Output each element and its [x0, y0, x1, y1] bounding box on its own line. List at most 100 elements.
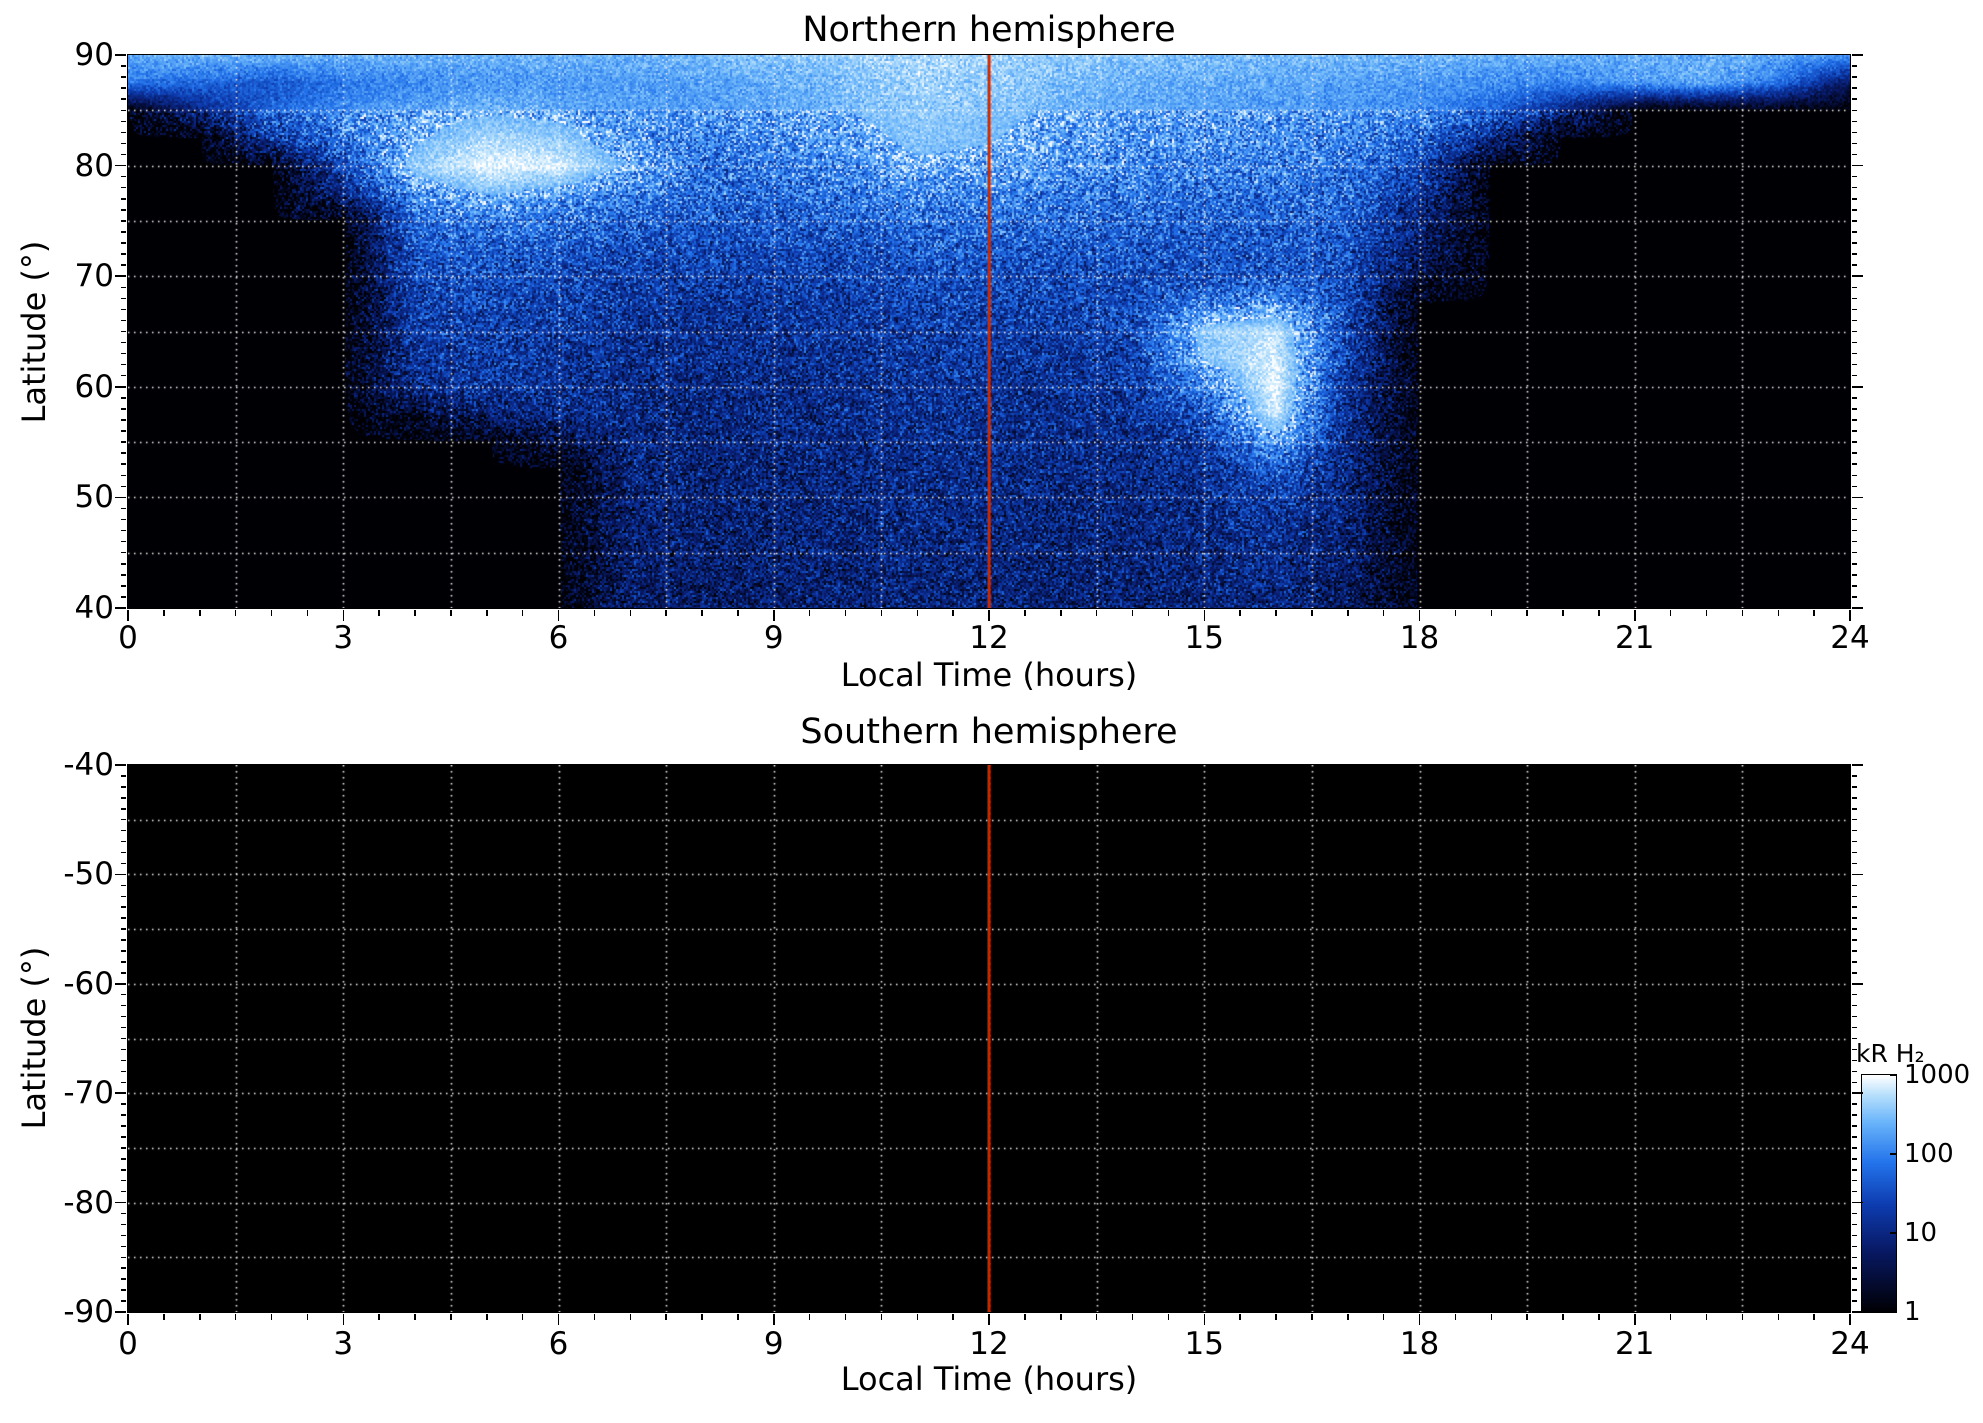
- y-tick-label: 60: [74, 368, 114, 405]
- x-axis-tick: [1634, 1314, 1636, 1325]
- x-axis-tick: [988, 610, 990, 621]
- y-axis-tick: [1852, 1048, 1857, 1051]
- y-axis-tick: [1852, 131, 1857, 134]
- x-tick-label: 9: [763, 1326, 784, 1362]
- x-axis-tick: [414, 610, 416, 616]
- y-axis-tick: [1852, 1081, 1857, 1083]
- y-axis-tick: [121, 485, 126, 488]
- x-tick-label: 0: [118, 1326, 138, 1362]
- y-axis-tick: [121, 109, 126, 112]
- south-panel-title: Southern hemisphere: [800, 712, 1178, 752]
- x-tick-label: 18: [1399, 1326, 1440, 1362]
- y-axis-tick: [115, 386, 126, 388]
- y-axis-tick: [121, 950, 126, 952]
- y-axis-tick: [115, 1201, 126, 1204]
- y-axis-tick: [121, 186, 126, 189]
- y-axis-tick: [121, 65, 126, 67]
- y-axis-tick: [121, 1212, 126, 1215]
- x-tick-label: 12: [969, 1326, 1009, 1362]
- y-axis-tick: [121, 419, 126, 421]
- y-axis-tick: [1852, 1245, 1857, 1248]
- y-tick-label: -60: [63, 965, 114, 1002]
- y-axis-tick: [1852, 286, 1857, 288]
- x-axis-tick: [1669, 610, 1672, 616]
- y-axis-tick: [121, 253, 126, 255]
- x-axis-tick: [1311, 1314, 1313, 1320]
- y-axis-tick: [121, 1190, 126, 1193]
- y-axis-tick: [1852, 862, 1857, 865]
- x-axis-tick: [1418, 1314, 1421, 1325]
- y-axis-tick: [121, 1158, 126, 1160]
- y-axis-tick: [121, 1267, 126, 1269]
- x-axis-tick: [1705, 1314, 1708, 1320]
- y-axis-tick: [121, 993, 126, 996]
- y-axis-tick: [121, 1245, 126, 1248]
- y-axis-tick: [121, 98, 126, 100]
- x-axis-tick: [1705, 610, 1708, 616]
- y-axis-tick: [1852, 76, 1857, 78]
- y-tick-label: 90: [74, 37, 114, 73]
- x-axis-tick: [773, 1314, 775, 1325]
- y-axis-tick: [1852, 1278, 1857, 1280]
- x-axis-tick: [844, 610, 847, 616]
- y-axis-tick: [1852, 374, 1857, 377]
- y-axis-tick: [1852, 242, 1857, 244]
- y-axis-tick: [121, 574, 126, 576]
- south-heatmap-canvas: [127, 764, 1851, 1313]
- y-axis-tick: [1852, 98, 1857, 100]
- y-axis-tick: [1852, 851, 1857, 854]
- x-axis-tick: [1526, 1314, 1528, 1320]
- colorbar: [1861, 1074, 1897, 1313]
- y-axis-tick: [121, 1234, 126, 1237]
- y-axis-tick: [115, 164, 126, 167]
- y-axis-tick: [1852, 1037, 1857, 1040]
- x-axis-tick: [234, 1314, 237, 1320]
- y-axis-tick: [1852, 786, 1857, 788]
- x-axis-tick: [342, 610, 344, 621]
- y-axis-tick: [121, 529, 126, 532]
- x-axis-tick: [1203, 1314, 1205, 1325]
- y-axis-tick: [121, 862, 126, 865]
- x-axis-tick: [952, 610, 954, 616]
- y-axis-tick: [121, 153, 126, 156]
- y-axis-tick: [115, 764, 126, 766]
- x-axis-tick: [1382, 610, 1385, 616]
- x-axis-tick: [450, 1314, 452, 1320]
- y-axis-tick: [1852, 430, 1857, 432]
- y-axis-tick: [121, 341, 126, 344]
- x-tick-label: 9: [763, 620, 784, 656]
- y-axis-tick: [1852, 120, 1857, 123]
- y-axis-tick: [1852, 917, 1857, 919]
- x-tick-label: 12: [969, 620, 1009, 656]
- x-axis-tick: [593, 610, 596, 616]
- y-axis-tick: [1852, 485, 1857, 488]
- y-axis-tick: [115, 54, 126, 56]
- y-axis-tick: [1852, 1289, 1857, 1291]
- y-axis-tick: [1852, 829, 1857, 832]
- y-axis-tick: [121, 786, 126, 788]
- y-axis-tick: [1852, 275, 1863, 277]
- y-axis-tick: [121, 917, 126, 919]
- x-axis-tick: [593, 1314, 596, 1320]
- y-axis-tick: [1852, 1201, 1863, 1204]
- y-axis-tick: [1852, 198, 1857, 200]
- y-axis-tick: [121, 507, 126, 510]
- y-axis-tick: [121, 1256, 126, 1259]
- y-axis-tick: [1852, 341, 1857, 344]
- y-axis-tick: [1852, 153, 1857, 156]
- y-axis-tick: [1852, 1169, 1857, 1171]
- x-tick-label: 0: [118, 620, 138, 656]
- y-axis-tick: [121, 518, 126, 521]
- y-axis-tick: [121, 286, 126, 288]
- colorbar-tick: [1890, 1153, 1896, 1155]
- y-tick-label: -80: [63, 1184, 114, 1221]
- y-axis-tick: [1852, 352, 1857, 355]
- y-axis-tick: [121, 895, 126, 898]
- x-axis-tick: [127, 610, 129, 621]
- x-axis-tick: [880, 610, 883, 616]
- y-axis-tick: [1852, 507, 1857, 510]
- x-axis-tick: [486, 1314, 488, 1320]
- y-axis-tick: [1852, 452, 1857, 454]
- x-tick-label: 6: [548, 620, 569, 656]
- x-axis-tick: [988, 1314, 990, 1325]
